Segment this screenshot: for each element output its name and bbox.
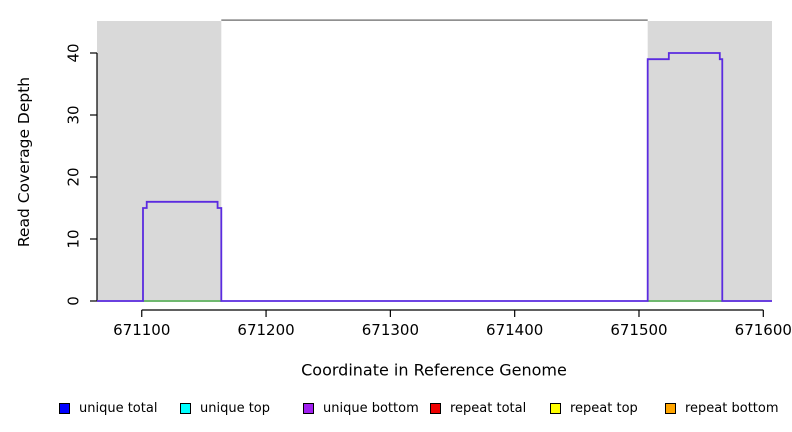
- x-axis-title: Coordinate in Reference Genome: [301, 360, 567, 380]
- unique-bottom-coverage-line: [97, 52, 772, 302]
- y-tick-label: 10: [65, 229, 83, 248]
- x-tick-label: 671600: [735, 321, 792, 339]
- masked-region: [97, 21, 222, 302]
- y-tick-label: 0: [65, 296, 83, 306]
- masked-region: [647, 21, 772, 302]
- x-tick-label: 671300: [362, 321, 419, 339]
- x-tick-label: 671400: [486, 321, 543, 339]
- x-tick-label: 671100: [113, 321, 170, 339]
- x-tick-label: 671500: [610, 321, 667, 339]
- y-tick-label: 40: [65, 43, 83, 62]
- x-tick-label: 671200: [237, 321, 294, 339]
- y-tick-label: 20: [65, 167, 83, 186]
- y-tick-label: 30: [65, 105, 83, 124]
- y-axis-title: Read Coverage Depth: [15, 76, 33, 248]
